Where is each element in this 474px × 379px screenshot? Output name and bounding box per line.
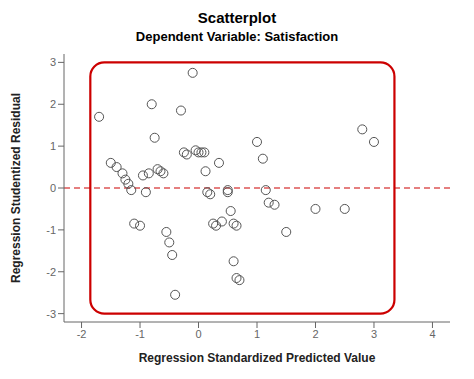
html-text:Dependent Variable: Satisfacti: Dependent Variable: Satisfaction xyxy=(135,29,339,44)
svg-text:1: 1 xyxy=(50,140,56,152)
html-text:Scatterplot: Scatterplot xyxy=(197,9,277,26)
svg-text:4: 4 xyxy=(429,328,435,340)
svg-text:-1: -1 xyxy=(135,328,145,340)
svg-text:1: 1 xyxy=(254,328,260,340)
svg-text:Regression Studentized Residua: Regression Studentized Residual xyxy=(9,93,23,283)
svg-text:3: 3 xyxy=(50,56,56,68)
svg-text:2: 2 xyxy=(312,328,318,340)
svg-text:0: 0 xyxy=(50,182,56,194)
svg-text:2: 2 xyxy=(50,98,56,110)
svg-text:-2: -2 xyxy=(46,266,56,278)
svg-text:Regression Standardized Predic: Regression Standardized Predicted Value xyxy=(139,351,376,365)
svg-text:-2: -2 xyxy=(77,328,87,340)
svg-text:-1: -1 xyxy=(46,224,56,236)
svg-text:-3: -3 xyxy=(46,308,56,320)
svg-text:0: 0 xyxy=(195,328,201,340)
svg-text:3: 3 xyxy=(371,328,377,340)
